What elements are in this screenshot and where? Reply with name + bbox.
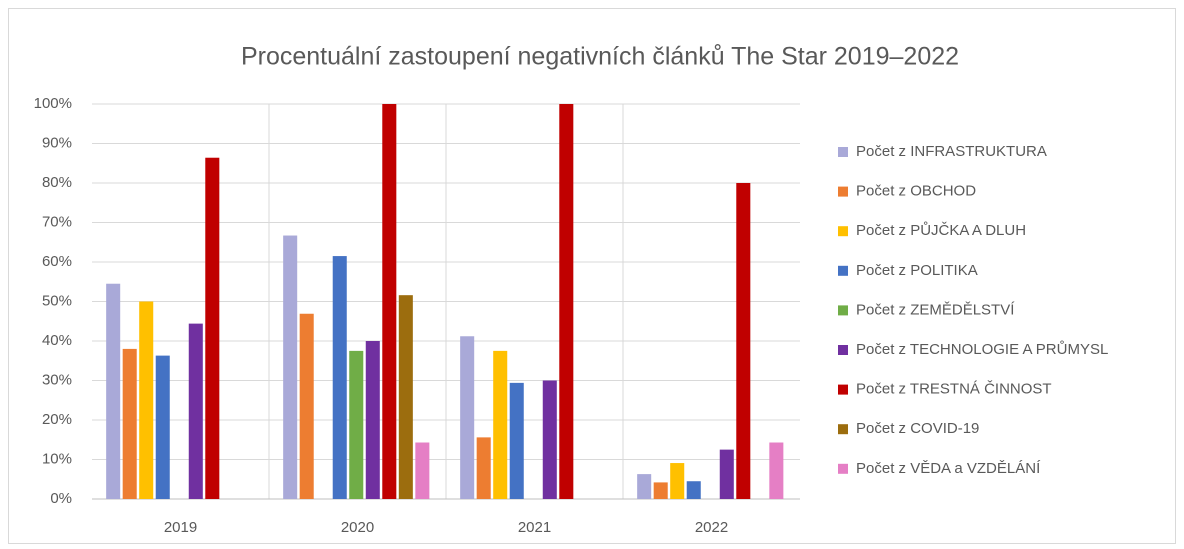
bar — [736, 183, 751, 499]
bar — [122, 348, 137, 499]
bar — [283, 235, 298, 499]
x-tick-label: 2022 — [695, 519, 728, 536]
legend-label: Počet z POLITIKA — [856, 262, 978, 279]
bar — [509, 382, 524, 499]
legend-label: Počet z TRESTNÁ ČINNOST — [856, 381, 1052, 398]
chart-area — [8, 8, 1176, 544]
legend-swatch — [838, 384, 848, 395]
bar — [719, 449, 734, 499]
bar — [476, 437, 491, 499]
legend-swatch — [838, 147, 848, 157]
bar — [686, 481, 701, 499]
bar — [155, 355, 170, 499]
legend-swatch — [838, 463, 848, 474]
bar — [188, 323, 203, 499]
legend-label: Počet z COVID-19 — [856, 420, 979, 437]
y-tick-label: 50% — [42, 292, 72, 309]
bar — [382, 104, 397, 499]
y-tick-label: 100% — [34, 95, 72, 112]
y-tick-label: 10% — [42, 450, 72, 467]
legend-label: Počet z ZEMĚDĚLSTVÍ — [856, 301, 1015, 318]
y-tick-label: 0% — [50, 490, 72, 507]
bar — [365, 341, 380, 499]
y-tick-label: 90% — [42, 134, 72, 151]
bar — [332, 256, 347, 499]
legend-swatch — [838, 305, 848, 316]
bar — [205, 157, 220, 499]
bar — [139, 301, 154, 499]
chart-title: Procentuální zastoupení negativních člán… — [241, 43, 959, 71]
y-tick-label: 30% — [42, 371, 72, 388]
x-tick-label: 2019 — [164, 519, 197, 536]
bar — [670, 463, 685, 499]
y-tick-label: 20% — [42, 411, 72, 428]
bar — [299, 313, 314, 499]
x-tick-label: 2021 — [518, 519, 551, 536]
bar — [769, 442, 784, 499]
legend-label: Počet z INFRASTRUKTURA — [856, 143, 1047, 160]
bar — [542, 380, 557, 499]
bar — [637, 474, 652, 499]
bar — [559, 104, 574, 499]
y-tick-label: 60% — [42, 253, 72, 270]
legend-swatch — [838, 424, 848, 435]
bar — [415, 442, 430, 499]
y-tick-label: 70% — [42, 213, 72, 230]
legend-swatch — [838, 345, 848, 355]
legend-label: Počet z OBCHOD — [856, 183, 976, 200]
bar — [398, 295, 413, 499]
legend-swatch — [838, 186, 848, 197]
y-tick-label: 40% — [42, 332, 72, 349]
x-tick-label: 2020 — [341, 519, 374, 536]
legend-swatch — [838, 226, 848, 237]
legend-label: Počet z VĚDA a VZDĚLÁNÍ — [856, 460, 1041, 477]
bar — [653, 482, 668, 499]
legend-label: Počet z PŮJČKA A DLUH — [856, 221, 1026, 239]
legend-swatch — [838, 265, 848, 276]
legend-label: Počet z TECHNOLOGIE A PRŮMYSL — [856, 340, 1108, 358]
bar — [349, 350, 364, 499]
bar — [493, 350, 508, 499]
bar — [106, 283, 121, 499]
y-tick-label: 80% — [42, 174, 72, 191]
bar — [460, 336, 475, 499]
